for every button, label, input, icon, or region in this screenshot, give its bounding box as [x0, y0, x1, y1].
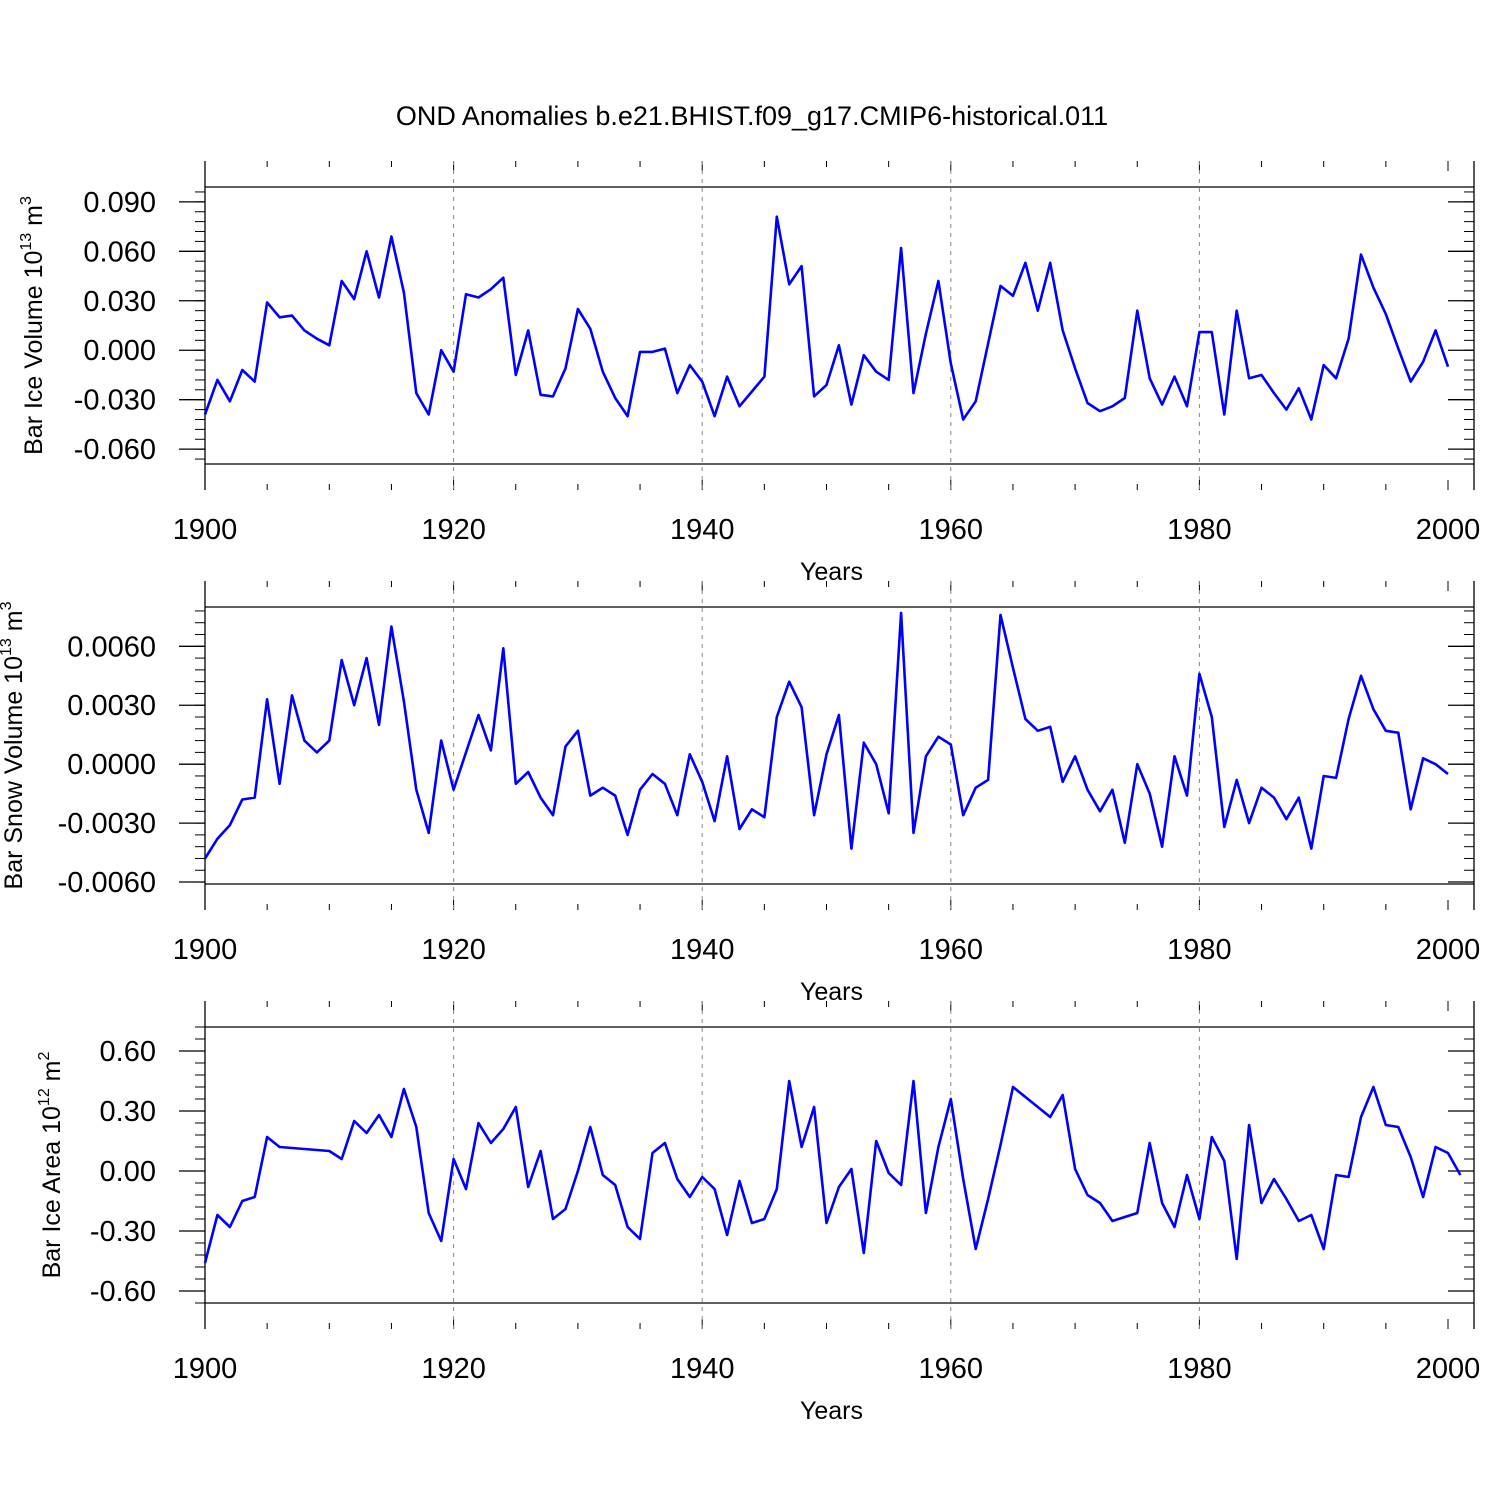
x-tick-label: 1940: [670, 1353, 735, 1385]
y-tick-label: -0.0030: [58, 808, 156, 840]
x-tick-label: 1980: [1167, 934, 1232, 966]
x-axis-label: Years: [800, 978, 863, 1006]
y-tick-label: 0.030: [83, 286, 156, 318]
y-tick-label: 0.0030: [67, 690, 156, 722]
x-tick-label: 1900: [173, 934, 238, 966]
x-tick-label: 2000: [1416, 514, 1481, 546]
x-tick-label: 1960: [919, 514, 984, 546]
y-tick-label: -0.0060: [58, 867, 156, 899]
y-axis-label-exponent: 13: [18, 233, 35, 251]
y-axis-label-unit-exponent: 2: [36, 1052, 53, 1061]
y-tick-label: 0.0060: [67, 631, 156, 663]
y-axis-label-unit: m: [0, 610, 28, 638]
y-tick-label: 0.30: [100, 1096, 156, 1128]
y-tick-label: -0.30: [90, 1216, 156, 1248]
x-tick-label: 1920: [421, 514, 486, 546]
x-tick-label: 1900: [173, 1353, 238, 1385]
y-axis-label: Bar Ice Area 1012 m2: [36, 1052, 66, 1279]
y-tick-label: 0.000: [83, 335, 156, 367]
series-line-ice-area: [203, 1079, 1462, 1264]
y-tick-label: -0.030: [74, 385, 156, 417]
x-tick-label: 1960: [919, 934, 984, 966]
x-tick-label: 1960: [919, 1353, 984, 1385]
x-tick-label: 1920: [421, 1353, 486, 1385]
x-axis-label: Years: [800, 1397, 863, 1425]
x-tick-label: 2000: [1416, 934, 1481, 966]
y-axis-label-main: Bar Snow Volume 10: [0, 656, 28, 889]
y-tick-label: -0.060: [74, 434, 156, 466]
y-tick-label: 0.60: [100, 1036, 156, 1068]
x-tick-label: 1920: [421, 934, 486, 966]
x-tick-label: 1980: [1167, 514, 1232, 546]
y-axis-label-unit-exponent: 3: [18, 196, 35, 205]
y-axis-label-main: Bar Ice Area 10: [38, 1106, 66, 1278]
y-axis-label-unit: m: [20, 205, 48, 233]
y-tick-label: -0.60: [90, 1276, 156, 1308]
y-axis-label-unit: m: [38, 1061, 66, 1089]
series-line-snow-volume: [203, 611, 1449, 860]
chart-panels: 1900 1920 1940 1960 1980 2000 -0.060 -0.030 0.00…: [0, 161, 1480, 1425]
y-tick-label: 0.090: [83, 187, 156, 219]
x-tick-label: 1980: [1167, 1353, 1232, 1385]
y-axis-label: Bar Ice Volume 1013 m3: [18, 196, 48, 455]
y-tick-label: 0.00: [100, 1156, 156, 1188]
y-tick-label: 0.060: [83, 236, 156, 268]
y-axis-label-unit-exponent: 3: [0, 601, 15, 610]
y-axis-label-main: Bar Ice Volume 10: [20, 251, 48, 455]
y-tick-label: 0.0000: [67, 749, 156, 781]
y-axis-label-exponent: 12: [36, 1088, 53, 1106]
x-tick-label: 1940: [670, 514, 735, 546]
panel-ice-volume: 1900 1920 1940 1960 1980 2000 -0.060 -0.030 0.00…: [18, 161, 1480, 586]
y-axis-label: Bar Snow Volume 1013 m3: [0, 601, 28, 889]
panel-ice-area: 1900 1920 1940 1960 1980 2000 -0.60 -0.30 0.00 0.…: [36, 1001, 1480, 1425]
x-tick-label: 1900: [173, 514, 238, 546]
panel-snow-volume: 1900 1920 1940 1960 1980 2000 -0.0060 -0.0030 0.…: [0, 581, 1480, 1006]
x-tick-label: 1940: [670, 934, 735, 966]
series-line-ice-volume: [203, 215, 1450, 421]
x-axis-label: Years: [800, 558, 863, 586]
x-tick-label: 2000: [1416, 1353, 1481, 1385]
y-axis-label-exponent: 13: [0, 638, 15, 656]
chart-title: OND Anomalies b.e21.BHIST.f09_g17.CMIP6-…: [396, 101, 1108, 131]
